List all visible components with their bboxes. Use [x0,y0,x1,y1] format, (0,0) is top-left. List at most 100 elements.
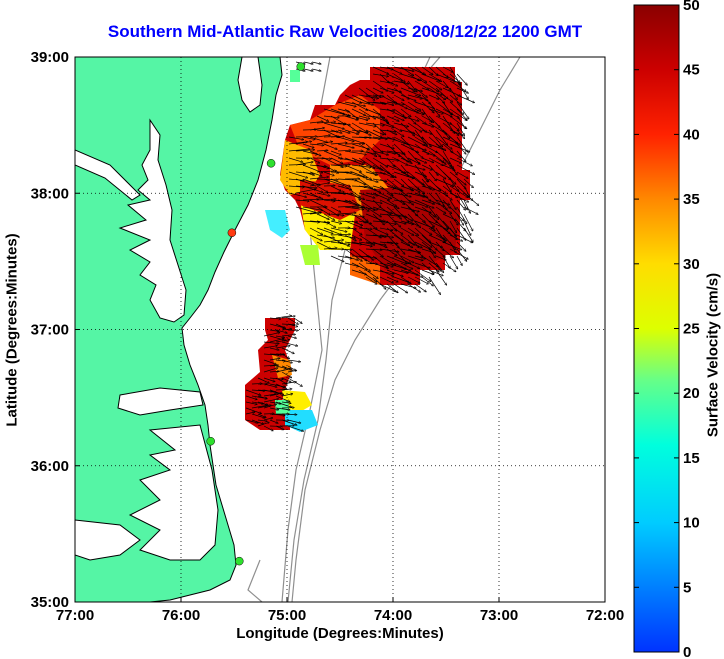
velocity-arrow [435,150,450,164]
velocity-arrow [449,199,456,210]
velocity-arrow [365,129,382,138]
velocity-arrow [309,157,320,163]
velocity-arrow [428,171,436,181]
velocity-arrow [344,129,359,134]
velocity-arrow [351,192,361,200]
velocity-arrow [463,178,473,188]
velocity-arrow [400,262,413,269]
velocity-arrow [386,80,398,86]
velocity-arrow [309,183,330,187]
velocity-arrow [263,394,279,397]
velocity-arrow [414,283,426,292]
velocity-arrow [309,171,322,176]
velocity-arrow [358,241,373,244]
velocity-arrow [269,330,279,331]
velocity-arrow [386,283,398,293]
velocity-arrow [456,157,472,166]
velocity-arrow [428,178,441,191]
velocity-arrow [245,412,255,415]
velocity-arrow [449,143,470,152]
velocity-arrow [295,150,315,152]
velocity-arrow [358,129,371,135]
velocity-arrow [428,108,443,114]
velocity-arrow [281,353,289,359]
velocity-arrow [386,178,402,191]
velocity-arrow [372,73,388,76]
velocity-arrow [428,269,443,276]
velocity-arrow [428,80,442,90]
velocity-arrow [295,189,316,194]
velocity-arrow [449,178,459,192]
velocity-arrow [269,347,279,350]
station-marker [235,556,244,566]
velocity-arrow [344,228,356,229]
velocity-arrow [263,333,280,337]
velocity-arrow [365,227,381,238]
velocity-arrow [435,206,446,213]
velocity-arrow [330,185,341,191]
velocity-arrow [449,101,464,114]
velocity-arrow [337,193,352,194]
velocity-arrow [400,150,410,162]
velocity-arrow [456,87,468,93]
velocity-arrow [251,419,264,424]
velocity-arrow [251,401,264,404]
velocity-arrow [288,192,307,197]
velocity-arrow [463,192,479,205]
velocity-arrow [263,346,277,349]
velocity-arrow [456,136,468,152]
velocity-arrow [372,185,384,189]
velocity-arrow [330,213,344,215]
velocity-arrow [456,255,462,265]
velocity-arrow [337,143,354,148]
velocity-arrow [463,185,470,197]
velocity-arrow [456,143,466,154]
velocity-arrow [428,101,440,117]
velocity-arrow [316,129,338,132]
velocity-arrow [323,122,344,129]
velocity-arrow [344,157,363,165]
velocity-arrow [400,101,418,113]
velocity-arrow [309,143,324,145]
velocity-arrow [386,199,397,206]
velocity-arrow [287,323,298,327]
velocity-arrow [400,66,414,76]
velocity-arrow [323,115,339,118]
velocity-arrow [442,255,450,268]
velocity-arrow [323,240,344,243]
velocity-arrow [275,360,286,361]
velocity-arrow [442,87,461,96]
velocity-arrow [449,192,469,202]
velocity-arrow [263,389,277,393]
velocity-arrow [257,377,269,383]
velocity-arrow [414,164,428,182]
velocity-arrow [421,171,429,182]
velocity-arrow [407,115,416,124]
velocity-arrow [463,206,478,214]
velocity-arrow [386,276,398,282]
velocity-arrow [372,87,383,93]
velocity-arrow [386,115,399,121]
velocity-arrow [351,157,365,163]
velocity-arrow [365,185,381,193]
velocity-arrow [400,164,408,173]
velocity-arrow [393,234,410,245]
velocity-arrow [379,185,393,196]
velocity-arrow [421,220,435,231]
velocity-arrow [421,269,434,274]
velocity-arrow [435,108,452,117]
velocity-arrow [414,276,428,284]
x-tick-label: 73:00 [480,607,518,624]
velocity-arrow [302,171,314,175]
velocity-arrow [365,122,384,126]
velocity-arrow [407,248,420,253]
velocity-arrow [379,255,396,265]
velocity-arrow [323,213,335,220]
velocity-arrow [337,122,350,125]
x-tick-label: 72:00 [586,607,624,624]
velocity-arrow [407,276,420,283]
velocity-arrow [379,178,396,189]
velocity-arrow [309,192,323,199]
velocity-arrow [379,283,395,292]
velocity-arrow [365,164,383,170]
